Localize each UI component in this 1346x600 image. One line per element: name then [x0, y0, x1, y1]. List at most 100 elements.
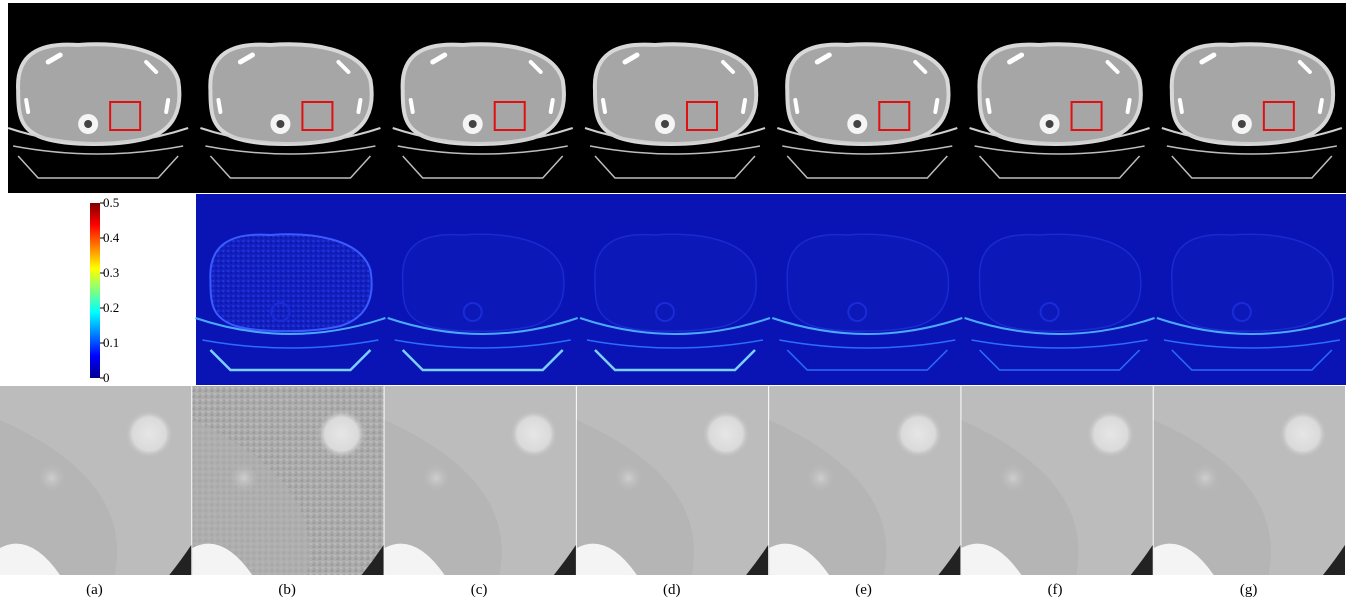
- lesion-small: [1191, 464, 1220, 492]
- error-table-base: [786, 349, 948, 371]
- ct-rib: [793, 98, 800, 114]
- ct-table-curve: [1166, 145, 1337, 155]
- ct-rib: [741, 98, 748, 114]
- roi-box: [685, 101, 718, 131]
- ct-panel-e: [776, 42, 958, 179]
- ct-table-curve: [974, 145, 1145, 155]
- ct-rib: [622, 52, 640, 65]
- error-table-curve: [579, 317, 771, 335]
- roi-dark-corner: [1323, 545, 1345, 575]
- ct-rib: [237, 52, 255, 65]
- lesion-small: [229, 464, 258, 492]
- ct-rib: [45, 52, 63, 65]
- ct-panel-b: [200, 42, 381, 179]
- ct-rib: [933, 98, 940, 114]
- roi-dark-corner: [361, 545, 384, 575]
- ct-table-curve: [782, 145, 953, 155]
- ct-rib: [216, 98, 223, 114]
- error-panel-d: [579, 233, 771, 372]
- colorbar-gradient: [90, 203, 100, 378]
- error-table-base: [1171, 349, 1333, 371]
- error-panel-e: [771, 233, 963, 371]
- panel-label-g: (g): [1240, 582, 1258, 598]
- lesion-large: [125, 410, 174, 458]
- ct-table-curve: [1161, 127, 1343, 144]
- lesion-small: [999, 464, 1028, 492]
- ct-rib: [985, 98, 992, 114]
- colorbar-tick-label: 0.3: [103, 265, 119, 280]
- error-spine: [654, 302, 675, 322]
- roi-box: [493, 101, 526, 131]
- lesion-small: [806, 464, 835, 492]
- lesion-small: [614, 464, 643, 492]
- error-spine: [462, 302, 483, 322]
- lesion-small: [422, 464, 451, 492]
- roi-panel-f: [961, 386, 1153, 575]
- roi-dark-corner: [169, 545, 192, 575]
- roi-box: [1070, 101, 1103, 131]
- ct-table-curve: [584, 127, 766, 144]
- error-body: [209, 233, 373, 333]
- panel-label-e: (e): [855, 582, 872, 598]
- error-table-base: [401, 349, 564, 372]
- ct-rib: [1125, 98, 1132, 114]
- roi-liver-region: [961, 420, 1079, 575]
- panel-label-b: (b): [278, 582, 296, 598]
- roi-liver-region: [192, 420, 310, 575]
- error-spine: [270, 302, 291, 322]
- ct-rib: [1297, 60, 1312, 74]
- ct-table-base: [979, 155, 1141, 179]
- roi-bone-edge: [384, 543, 445, 575]
- ct-rib: [814, 52, 832, 65]
- ct-panel-d: [584, 42, 766, 179]
- error-body: [786, 233, 950, 332]
- error-panel-g: [1156, 233, 1346, 371]
- ct-body: [977, 42, 1143, 146]
- ct-table-curve: [969, 127, 1150, 144]
- ct-rib: [430, 52, 448, 65]
- ct-body: [208, 42, 374, 146]
- row-error-maps: [195, 194, 1346, 385]
- roi-bone-edge: [576, 543, 637, 575]
- ct-spine-canal: [276, 120, 285, 128]
- ct-rib: [548, 98, 555, 114]
- ct-table-base: [786, 155, 948, 179]
- roi-box: [878, 101, 911, 131]
- ct-rib: [1317, 98, 1324, 114]
- colorbar-tick-label: 0: [103, 370, 110, 385]
- error-body: [978, 233, 1142, 332]
- lesion-large: [509, 410, 558, 458]
- error-table-base: [594, 349, 756, 372]
- roi-panel-b: [192, 386, 384, 575]
- ct-rib: [1007, 52, 1025, 65]
- error-table-curve: [779, 339, 956, 349]
- error-table-curve: [971, 339, 1148, 349]
- roi-bone-edge: [0, 543, 60, 575]
- roi-liver-region: [769, 420, 887, 575]
- ct-table-curve: [776, 127, 958, 144]
- colorbar: 0.5 0.4 0.3 0.2 0.1 0: [90, 195, 120, 385]
- roi-box: [301, 101, 334, 131]
- panel-labels: (a) (b) (c) (d) (e) (f) (g): [86, 582, 1257, 598]
- ct-rib: [601, 98, 608, 114]
- ct-panel-a: [7, 42, 189, 179]
- error-table-curve: [1156, 317, 1346, 335]
- colorbar-tick-label: 0.2: [103, 300, 119, 315]
- error-spine: [1231, 302, 1252, 322]
- roi-bone-edge: [192, 543, 253, 575]
- ct-rib: [336, 60, 351, 74]
- ct-table-curve: [397, 145, 568, 155]
- ct-body: [785, 42, 951, 146]
- roi-bone-edge: [961, 543, 1022, 575]
- panel-label-c: (c): [471, 582, 488, 598]
- ct-table-base: [402, 155, 564, 179]
- lesion-large: [702, 410, 751, 458]
- error-table-curve: [964, 317, 1155, 335]
- ct-table-curve: [392, 127, 574, 144]
- colorbar-tick-label: 0.5: [103, 195, 119, 210]
- panel-label-a: (a): [86, 582, 103, 598]
- lesion-large: [317, 410, 366, 458]
- roi-box: [109, 101, 142, 131]
- error-table-base: [979, 349, 1141, 371]
